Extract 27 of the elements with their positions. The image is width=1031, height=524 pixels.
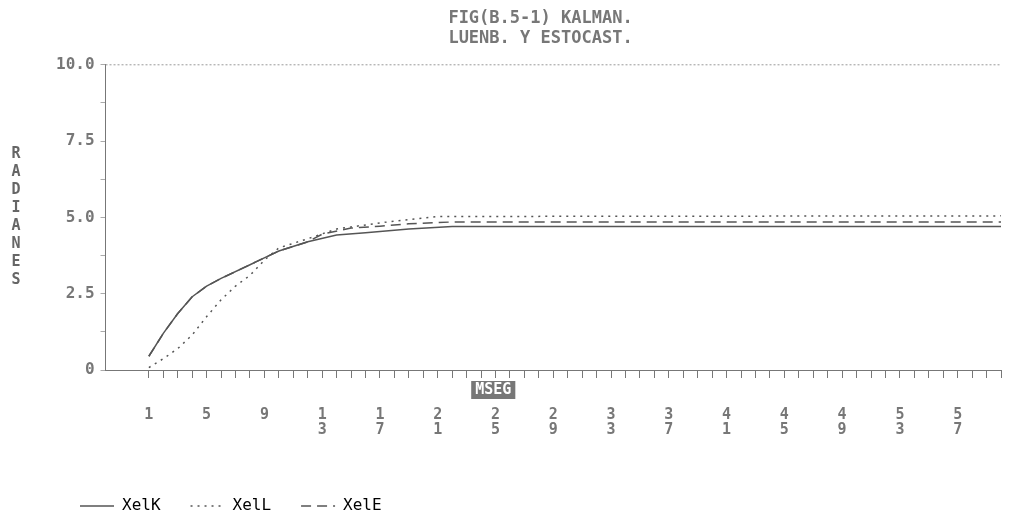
x-axis-title: MSEG bbox=[475, 379, 512, 398]
y-axis-title: RADIANES bbox=[11, 144, 22, 289]
y-tick-label: 2.5 bbox=[65, 282, 95, 302]
legend-label: XelK bbox=[122, 495, 161, 515]
y-tick-label: 5.0 bbox=[65, 206, 95, 226]
x-tick-label: 1 bbox=[144, 405, 154, 424]
x-tick-label: 45 bbox=[779, 405, 789, 439]
legend-label: XelL bbox=[232, 495, 272, 515]
x-tick-label: 9 bbox=[259, 405, 269, 424]
y-tick-label: 0 bbox=[84, 359, 95, 379]
x-tick-label: 37 bbox=[664, 405, 674, 439]
x-tick-label: 53 bbox=[895, 405, 905, 439]
x-tick-label: 33 bbox=[606, 405, 616, 439]
x-tick-label: 13 bbox=[317, 405, 327, 439]
x-tick-label: 41 bbox=[722, 405, 732, 439]
x-tick-label: 25 bbox=[490, 405, 501, 439]
y-tick-label: 10.0 bbox=[56, 53, 95, 73]
x-tick-label: 57 bbox=[953, 405, 963, 439]
x-tick-label: 21 bbox=[433, 405, 443, 439]
legend-label: XelE bbox=[343, 495, 382, 515]
chart-subtitle: LUENB. Y ESTOCAST. bbox=[448, 27, 633, 48]
x-tick-label: 5 bbox=[202, 405, 212, 424]
y-tick-label: 7.5 bbox=[65, 130, 95, 150]
chart-title: FIG(B.5-1) KALMAN. bbox=[448, 6, 633, 27]
x-tick-label: 17 bbox=[375, 405, 385, 439]
x-tick-label: 29 bbox=[548, 405, 558, 439]
x-tick-label: 49 bbox=[837, 405, 847, 439]
